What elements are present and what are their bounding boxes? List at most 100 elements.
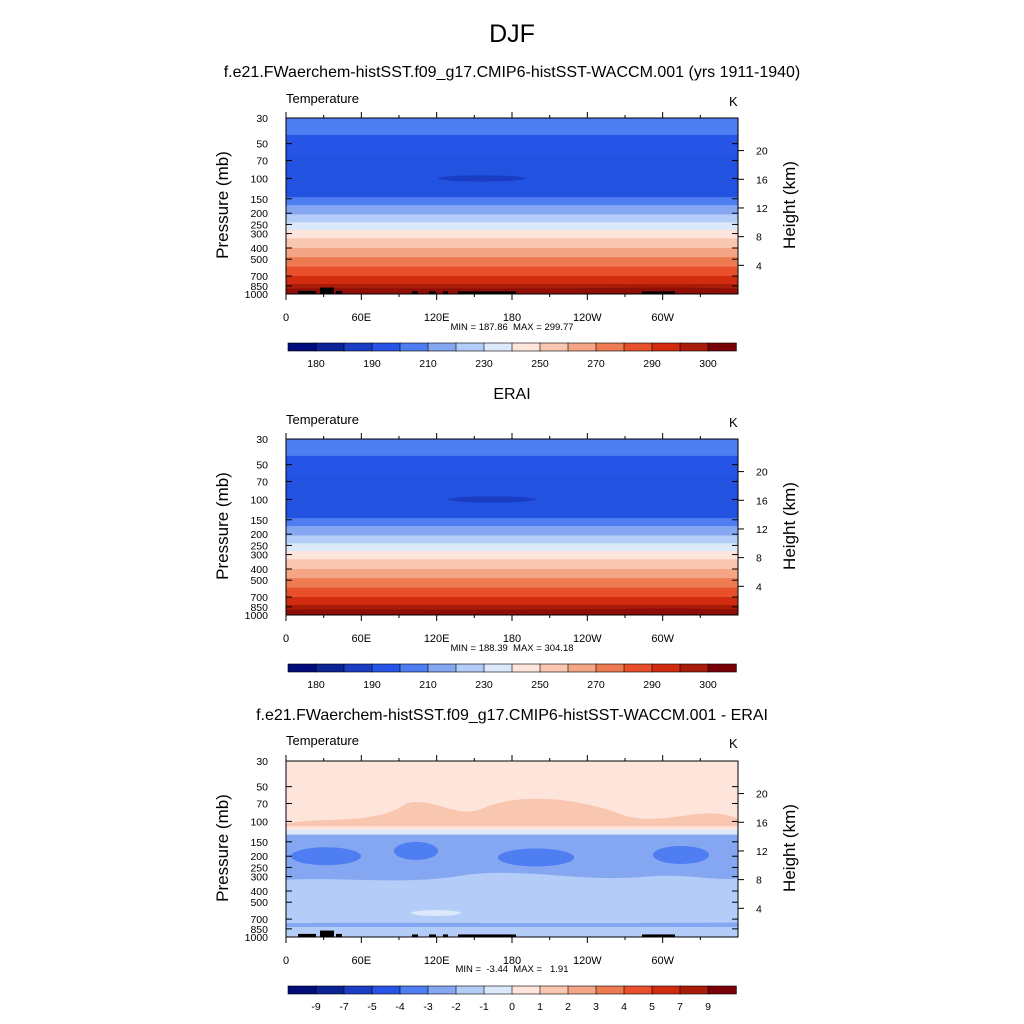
colorbar-box bbox=[567, 663, 597, 673]
x-tick-label: 60E bbox=[352, 955, 372, 967]
temperature-band bbox=[286, 238, 738, 249]
panel-1-chart: 3050701001502002503004005007008501000201… bbox=[245, 112, 768, 370]
panel-2-variable: Temperature bbox=[286, 412, 359, 427]
panel-1-units: K bbox=[729, 94, 738, 109]
topography-mask bbox=[443, 291, 448, 294]
colorbar-label: 4 bbox=[621, 1001, 627, 1013]
colorbar-box bbox=[567, 985, 597, 995]
plot-frame bbox=[285, 438, 739, 616]
colorbar-label: 9 bbox=[705, 1001, 711, 1013]
y-tick-label: 150 bbox=[250, 515, 268, 527]
colorbar-label: 270 bbox=[587, 679, 605, 691]
topography-mask bbox=[336, 290, 342, 294]
y-tick-label: 100 bbox=[250, 494, 268, 506]
colorbar-box bbox=[707, 985, 737, 995]
y-tick-label: 100 bbox=[250, 173, 268, 185]
temperature-band bbox=[286, 605, 738, 612]
colorbar-label: 180 bbox=[307, 679, 325, 691]
colorbar-box bbox=[707, 342, 737, 352]
panel-2-chart: 3050701001502002503004005007008501000201… bbox=[245, 433, 768, 691]
colorbar-box bbox=[511, 663, 541, 673]
panel-1-variable: Temperature bbox=[286, 91, 359, 106]
x-tick-label: 180 bbox=[503, 955, 521, 967]
difference-field bbox=[286, 761, 738, 937]
colorbar-label: 250 bbox=[531, 358, 549, 370]
y-tick-label: 850 bbox=[250, 281, 268, 293]
temperature-band bbox=[286, 230, 738, 239]
cold-core bbox=[448, 496, 536, 503]
colorbar-box bbox=[511, 985, 541, 995]
temperature-band bbox=[286, 587, 738, 598]
plot-frame bbox=[285, 117, 739, 295]
colorbar-box bbox=[595, 342, 625, 352]
colorbar-label: 5 bbox=[649, 1001, 655, 1013]
tropopause-band bbox=[286, 154, 738, 198]
temperature-band bbox=[286, 597, 738, 606]
y-tick-label: 200 bbox=[250, 529, 268, 541]
diff-band-zero bbox=[286, 829, 738, 835]
y-tick-label: 50 bbox=[256, 139, 268, 151]
y-tick-label: 400 bbox=[250, 564, 268, 576]
y-tick-label: 1000 bbox=[245, 932, 269, 944]
y-tick-label: 30 bbox=[256, 434, 268, 446]
colorbar-box bbox=[399, 985, 429, 995]
y2-tick-label: 4 bbox=[756, 903, 762, 915]
y-tick-label: 400 bbox=[250, 243, 268, 255]
colorbar-label: 230 bbox=[475, 679, 493, 691]
temperature-band bbox=[286, 559, 738, 570]
colorbar-label: 270 bbox=[587, 358, 605, 370]
surface-warm-band bbox=[286, 608, 738, 615]
topography-mask bbox=[429, 934, 436, 937]
y-tick-label: 500 bbox=[250, 254, 268, 266]
y-tick-label: 30 bbox=[256, 113, 268, 125]
colorbar-box bbox=[371, 663, 401, 673]
colorbar-box bbox=[399, 342, 429, 352]
panel-3-units: K bbox=[729, 736, 738, 751]
y-tick-label: 1000 bbox=[245, 289, 269, 301]
y-tick-label: 250 bbox=[250, 862, 268, 874]
panel-3-stats: MIN = -3.44 MAX = 1.91 bbox=[455, 964, 569, 975]
panel-1-stats: MIN = 187.86 MAX = 299.77 bbox=[450, 322, 574, 333]
colorbar-box bbox=[595, 985, 625, 995]
colorbar-box bbox=[539, 985, 569, 995]
y-tick-label: 700 bbox=[250, 914, 268, 926]
y-tick-label: 500 bbox=[250, 575, 268, 587]
x-tick-label: 0 bbox=[283, 312, 289, 324]
diff-cold-patch bbox=[291, 847, 361, 866]
colorbar-box bbox=[539, 663, 569, 673]
colorbar-box bbox=[483, 342, 513, 352]
temperature-band bbox=[286, 439, 738, 457]
topography-mask bbox=[412, 934, 418, 937]
colorbar-box bbox=[623, 663, 653, 673]
colorbar-label: 300 bbox=[699, 679, 717, 691]
topography-mask bbox=[429, 291, 436, 294]
colorbar-box bbox=[287, 342, 317, 352]
colorbar-label: 2 bbox=[565, 1001, 571, 1013]
x-tick-label: 120W bbox=[573, 312, 602, 324]
temperature-band bbox=[286, 118, 738, 136]
colorbar-box bbox=[707, 663, 737, 673]
x-tick-label: 60W bbox=[651, 633, 674, 645]
colorbar-box bbox=[427, 985, 457, 995]
colorbar-label: 230 bbox=[475, 358, 493, 370]
temperature-band bbox=[286, 266, 738, 277]
diff-warm-patch bbox=[286, 798, 738, 827]
panel-3-title: f.e21.FWaerchem-histSST.f09_g17.CMIP6-hi… bbox=[256, 707, 768, 724]
colorbar-label: 300 bbox=[699, 358, 717, 370]
colorbar-label: 7 bbox=[677, 1001, 683, 1013]
y-tick-label: 500 bbox=[250, 897, 268, 909]
y-tick-label: 1000 bbox=[245, 610, 269, 622]
colorbar-label: 250 bbox=[531, 679, 549, 691]
colorbar-label: 290 bbox=[643, 679, 661, 691]
panel-3-chart: 3050701001502002503004005007008501000201… bbox=[245, 755, 768, 1013]
x-tick-label: 120W bbox=[573, 633, 602, 645]
x-tick-label: 60E bbox=[352, 312, 372, 324]
colorbar-label: 290 bbox=[643, 358, 661, 370]
y2-tick-label: 8 bbox=[756, 553, 762, 565]
colorbar-label: 190 bbox=[363, 679, 381, 691]
colorbar-label: -3 bbox=[423, 1001, 432, 1013]
x-tick-label: 120E bbox=[424, 955, 450, 967]
temperature-band bbox=[286, 197, 738, 206]
temperature-band bbox=[286, 455, 738, 476]
x-tick-label: 120W bbox=[573, 955, 602, 967]
